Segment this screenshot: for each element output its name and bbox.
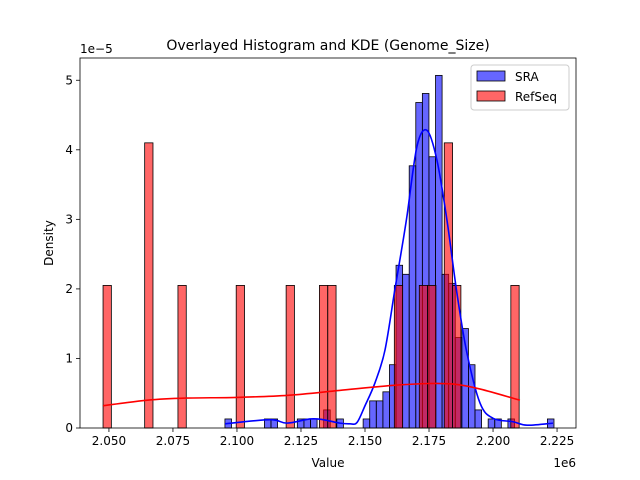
y-axis-label: Density — [42, 220, 56, 266]
legend-label-sra: SRA — [515, 70, 539, 84]
x-axis: 2.050 2.075 2.100 2.125 2.150 2.175 2.200 2.225 — [92, 428, 574, 448]
bar-refseq-0 — [102, 285, 112, 429]
x-offset-label: 1e6 — [553, 456, 576, 470]
bar-refseq-16 — [235, 285, 245, 429]
x-tick-label: 2.100 — [220, 434, 254, 448]
legend-swatch-refseq — [476, 90, 506, 102]
y-tick-label: 3 — [65, 212, 73, 226]
bar-sra-21 — [362, 418, 371, 429]
plot-frame — [79, 57, 577, 429]
bar-sra-28 — [408, 165, 417, 429]
bar-sra-13 — [310, 418, 318, 429]
bar-sra-38 — [474, 409, 482, 429]
legend-swatch-sra — [476, 70, 506, 82]
legend: SRA RefSeq — [470, 64, 570, 111]
legend-label-refseq: RefSeq — [515, 90, 557, 104]
x-axis-label: Value — [312, 456, 345, 470]
kde-line-sra — [224, 128, 554, 427]
bar-sra-27 — [402, 273, 410, 429]
y-tick-label: 4 — [65, 143, 73, 157]
bar-refseq-39 — [427, 285, 437, 429]
x-tick-label: 2.200 — [476, 434, 510, 448]
y-tick-label: 0 — [65, 421, 73, 435]
bar-sra-23 — [375, 400, 384, 429]
bar-refseq-38 — [418, 285, 429, 429]
bar-refseq-5 — [144, 142, 154, 429]
bar-sra-22 — [369, 400, 377, 429]
bar-sra-32 — [435, 74, 443, 429]
bar-refseq-27 — [327, 285, 337, 429]
kde-line-refseq — [102, 382, 521, 407]
y-axis: 0 1 2 3 4 5 — [65, 73, 80, 435]
bar-refseq-35 — [393, 285, 404, 429]
bar-refseq-9 — [177, 285, 187, 429]
y-offset-label: 1e−5 — [80, 42, 113, 56]
y-tick-label: 1 — [65, 351, 73, 365]
x-tick-label: 2.050 — [92, 434, 126, 448]
bar-sra-24 — [382, 391, 390, 429]
bar-refseq-49 — [510, 285, 520, 429]
bar-refseq-22 — [285, 285, 295, 429]
x-tick-label: 2.225 — [540, 434, 574, 448]
bar-refseq-41 — [443, 142, 453, 429]
bar-sra-40 — [487, 418, 496, 429]
x-tick-label: 2.075 — [156, 434, 190, 448]
x-tick-label: 2.125 — [284, 434, 318, 448]
chart-title: Overlayed Histogram and KDE (Genome_Size… — [166, 38, 489, 54]
y-tick-label: 5 — [65, 73, 73, 87]
x-tick-label: 2.150 — [348, 434, 382, 448]
kde-layer — [102, 128, 554, 427]
x-tick-label: 2.175 — [412, 434, 446, 448]
y-tick-label: 2 — [65, 282, 73, 296]
bar-refseq-26 — [319, 285, 329, 429]
